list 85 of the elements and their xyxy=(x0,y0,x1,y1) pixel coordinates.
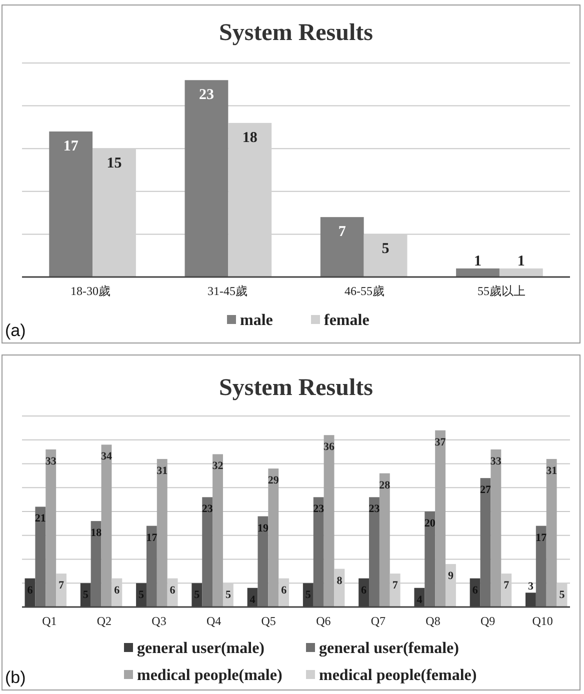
legend-label: general user(female) xyxy=(319,640,459,657)
bar xyxy=(212,454,223,607)
data-label: 6 xyxy=(114,584,120,596)
x-tick-label: Q3 xyxy=(152,614,166,628)
bar xyxy=(369,497,380,607)
bar xyxy=(268,468,279,607)
legend-label: general user(male) xyxy=(137,640,265,657)
x-tick-label: Q7 xyxy=(370,614,386,628)
bar xyxy=(49,131,93,277)
bar xyxy=(435,430,446,607)
legend-label: medical people(female) xyxy=(319,667,477,684)
bar xyxy=(101,444,112,607)
legend-label: medical people(male) xyxy=(137,667,282,684)
data-label: 36 xyxy=(324,441,336,454)
bar xyxy=(46,449,56,607)
data-label: 31 xyxy=(546,464,558,477)
bar xyxy=(90,521,102,607)
data-label: 33 xyxy=(490,455,502,468)
data-label: 34 xyxy=(100,450,112,463)
bar xyxy=(536,526,546,607)
bar xyxy=(424,512,436,607)
data-label: 23 xyxy=(202,503,214,516)
text: (b) xyxy=(5,668,26,687)
bar xyxy=(324,435,334,607)
bar xyxy=(258,516,268,607)
data-label: 20 xyxy=(424,518,436,530)
legend-label: male xyxy=(240,312,273,329)
data-label: 6 xyxy=(170,584,176,596)
data-label: 17 xyxy=(536,532,548,544)
bar xyxy=(320,217,364,277)
chart-title: System Results xyxy=(219,20,373,46)
data-label: 32 xyxy=(212,460,224,472)
x-tick-label: Q6 xyxy=(316,614,331,628)
data-label: 6 xyxy=(281,584,288,596)
x-tick-label: Q10 xyxy=(532,614,553,628)
data-label: 1 xyxy=(474,253,482,270)
data-label: 7 xyxy=(58,580,65,592)
bar xyxy=(499,268,543,277)
x-tick-label: Q9 xyxy=(480,614,496,628)
legend-label: female xyxy=(324,312,370,329)
data-label: 23 xyxy=(198,87,214,104)
bar xyxy=(146,526,157,607)
data-label: 33 xyxy=(45,455,57,468)
data-label: 23 xyxy=(313,503,325,516)
x-tick-label: Q2 xyxy=(96,614,112,628)
data-label: 3 xyxy=(528,580,534,593)
bar xyxy=(480,478,491,607)
data-label: 5 xyxy=(382,241,390,258)
bar xyxy=(184,80,228,277)
data-label: 18 xyxy=(242,130,258,146)
bar xyxy=(202,497,213,607)
x-tick-label: Q1 xyxy=(42,614,57,628)
x-tick-label: Q5 xyxy=(261,614,276,628)
data-label: 18 xyxy=(90,527,102,540)
bar xyxy=(313,497,324,607)
bar xyxy=(35,506,46,607)
x-tick-label: 18-30歲 xyxy=(70,284,110,298)
bar xyxy=(379,473,390,607)
chart-title: System Results xyxy=(219,375,373,401)
data-label: 17 xyxy=(146,532,158,544)
data-label: 7 xyxy=(338,224,346,240)
bar xyxy=(490,449,502,607)
bar xyxy=(456,268,500,277)
text: (a) xyxy=(5,321,26,340)
data-label: 5 xyxy=(559,589,566,602)
data-label: 5 xyxy=(225,589,232,602)
data-label: 23 xyxy=(368,503,380,516)
data-label: 9 xyxy=(448,570,454,582)
data-label: 15 xyxy=(106,156,122,172)
x-tick-label: 31-45歲 xyxy=(208,284,248,298)
x-tick-label: 46-55歲 xyxy=(344,284,384,298)
x-tick-label: Q4 xyxy=(206,614,222,628)
data-label: 17 xyxy=(63,138,79,154)
data-label: 28 xyxy=(379,479,391,492)
data-label: 29 xyxy=(268,474,280,487)
data-label: 7 xyxy=(504,580,510,592)
data-label: 31 xyxy=(156,464,168,477)
data-label: 37 xyxy=(434,436,446,448)
data-label: 7 xyxy=(392,580,398,592)
data-label: 8 xyxy=(336,574,343,587)
x-tick-label: Q8 xyxy=(426,614,440,628)
x-tick-label: 55歲以上 xyxy=(478,284,526,298)
bar xyxy=(546,458,557,607)
bar xyxy=(156,458,168,607)
data-label: 1 xyxy=(517,253,525,270)
